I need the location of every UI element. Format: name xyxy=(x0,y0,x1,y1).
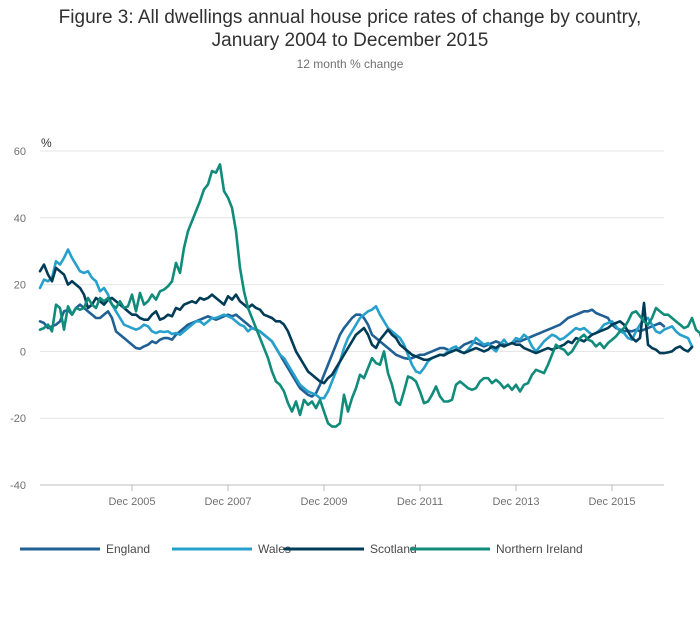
legend: England Wales Scotland Northern Ireland xyxy=(20,542,583,556)
series-line-scotland xyxy=(38,263,694,385)
series-line-england xyxy=(38,303,666,398)
y-tick-label: 0 xyxy=(20,346,26,358)
y-axis-tick-labels: 60 40 20 0 -20 -40 xyxy=(10,146,26,492)
x-tick-label: Dec 2005 xyxy=(108,496,155,508)
legend-label: Northern Ireland xyxy=(496,542,583,556)
x-tick-label: Dec 2007 xyxy=(204,496,251,508)
chart-title: Figure 3: All dwellings annual house pri… xyxy=(0,6,700,52)
legend-label: Scotland xyxy=(370,542,417,556)
series-line-wales xyxy=(38,248,694,400)
x-tick-label: Dec 2011 xyxy=(397,496,443,508)
chart-title-line-1: Figure 3: All dwellings annual house pri… xyxy=(58,7,642,28)
chart-title-line-2: January 2004 to December 2015 xyxy=(211,30,489,51)
y-axis-unit-label: % xyxy=(41,136,52,150)
chart-subtitle: 12 month % change xyxy=(296,57,404,71)
y-tick-label: 60 xyxy=(14,146,26,158)
y-tick-label: -20 xyxy=(10,413,26,425)
y-tick-label: 20 xyxy=(14,280,26,292)
x-axis: Dec 2005 Dec 2007 Dec 2009 Dec 2011 Dec 2013… xyxy=(40,484,664,508)
series-lines xyxy=(38,163,700,428)
y-tick-label: -40 xyxy=(10,480,26,492)
x-tick-label: Dec 2013 xyxy=(492,496,539,508)
y-tick-label: 40 xyxy=(14,213,26,225)
legend-label: England xyxy=(106,542,150,556)
legend-label: Wales xyxy=(258,542,291,556)
series-line-northern-ireland xyxy=(38,163,700,428)
x-tick-label: Dec 2015 xyxy=(588,496,635,508)
x-tick-label: Dec 2009 xyxy=(300,496,347,508)
